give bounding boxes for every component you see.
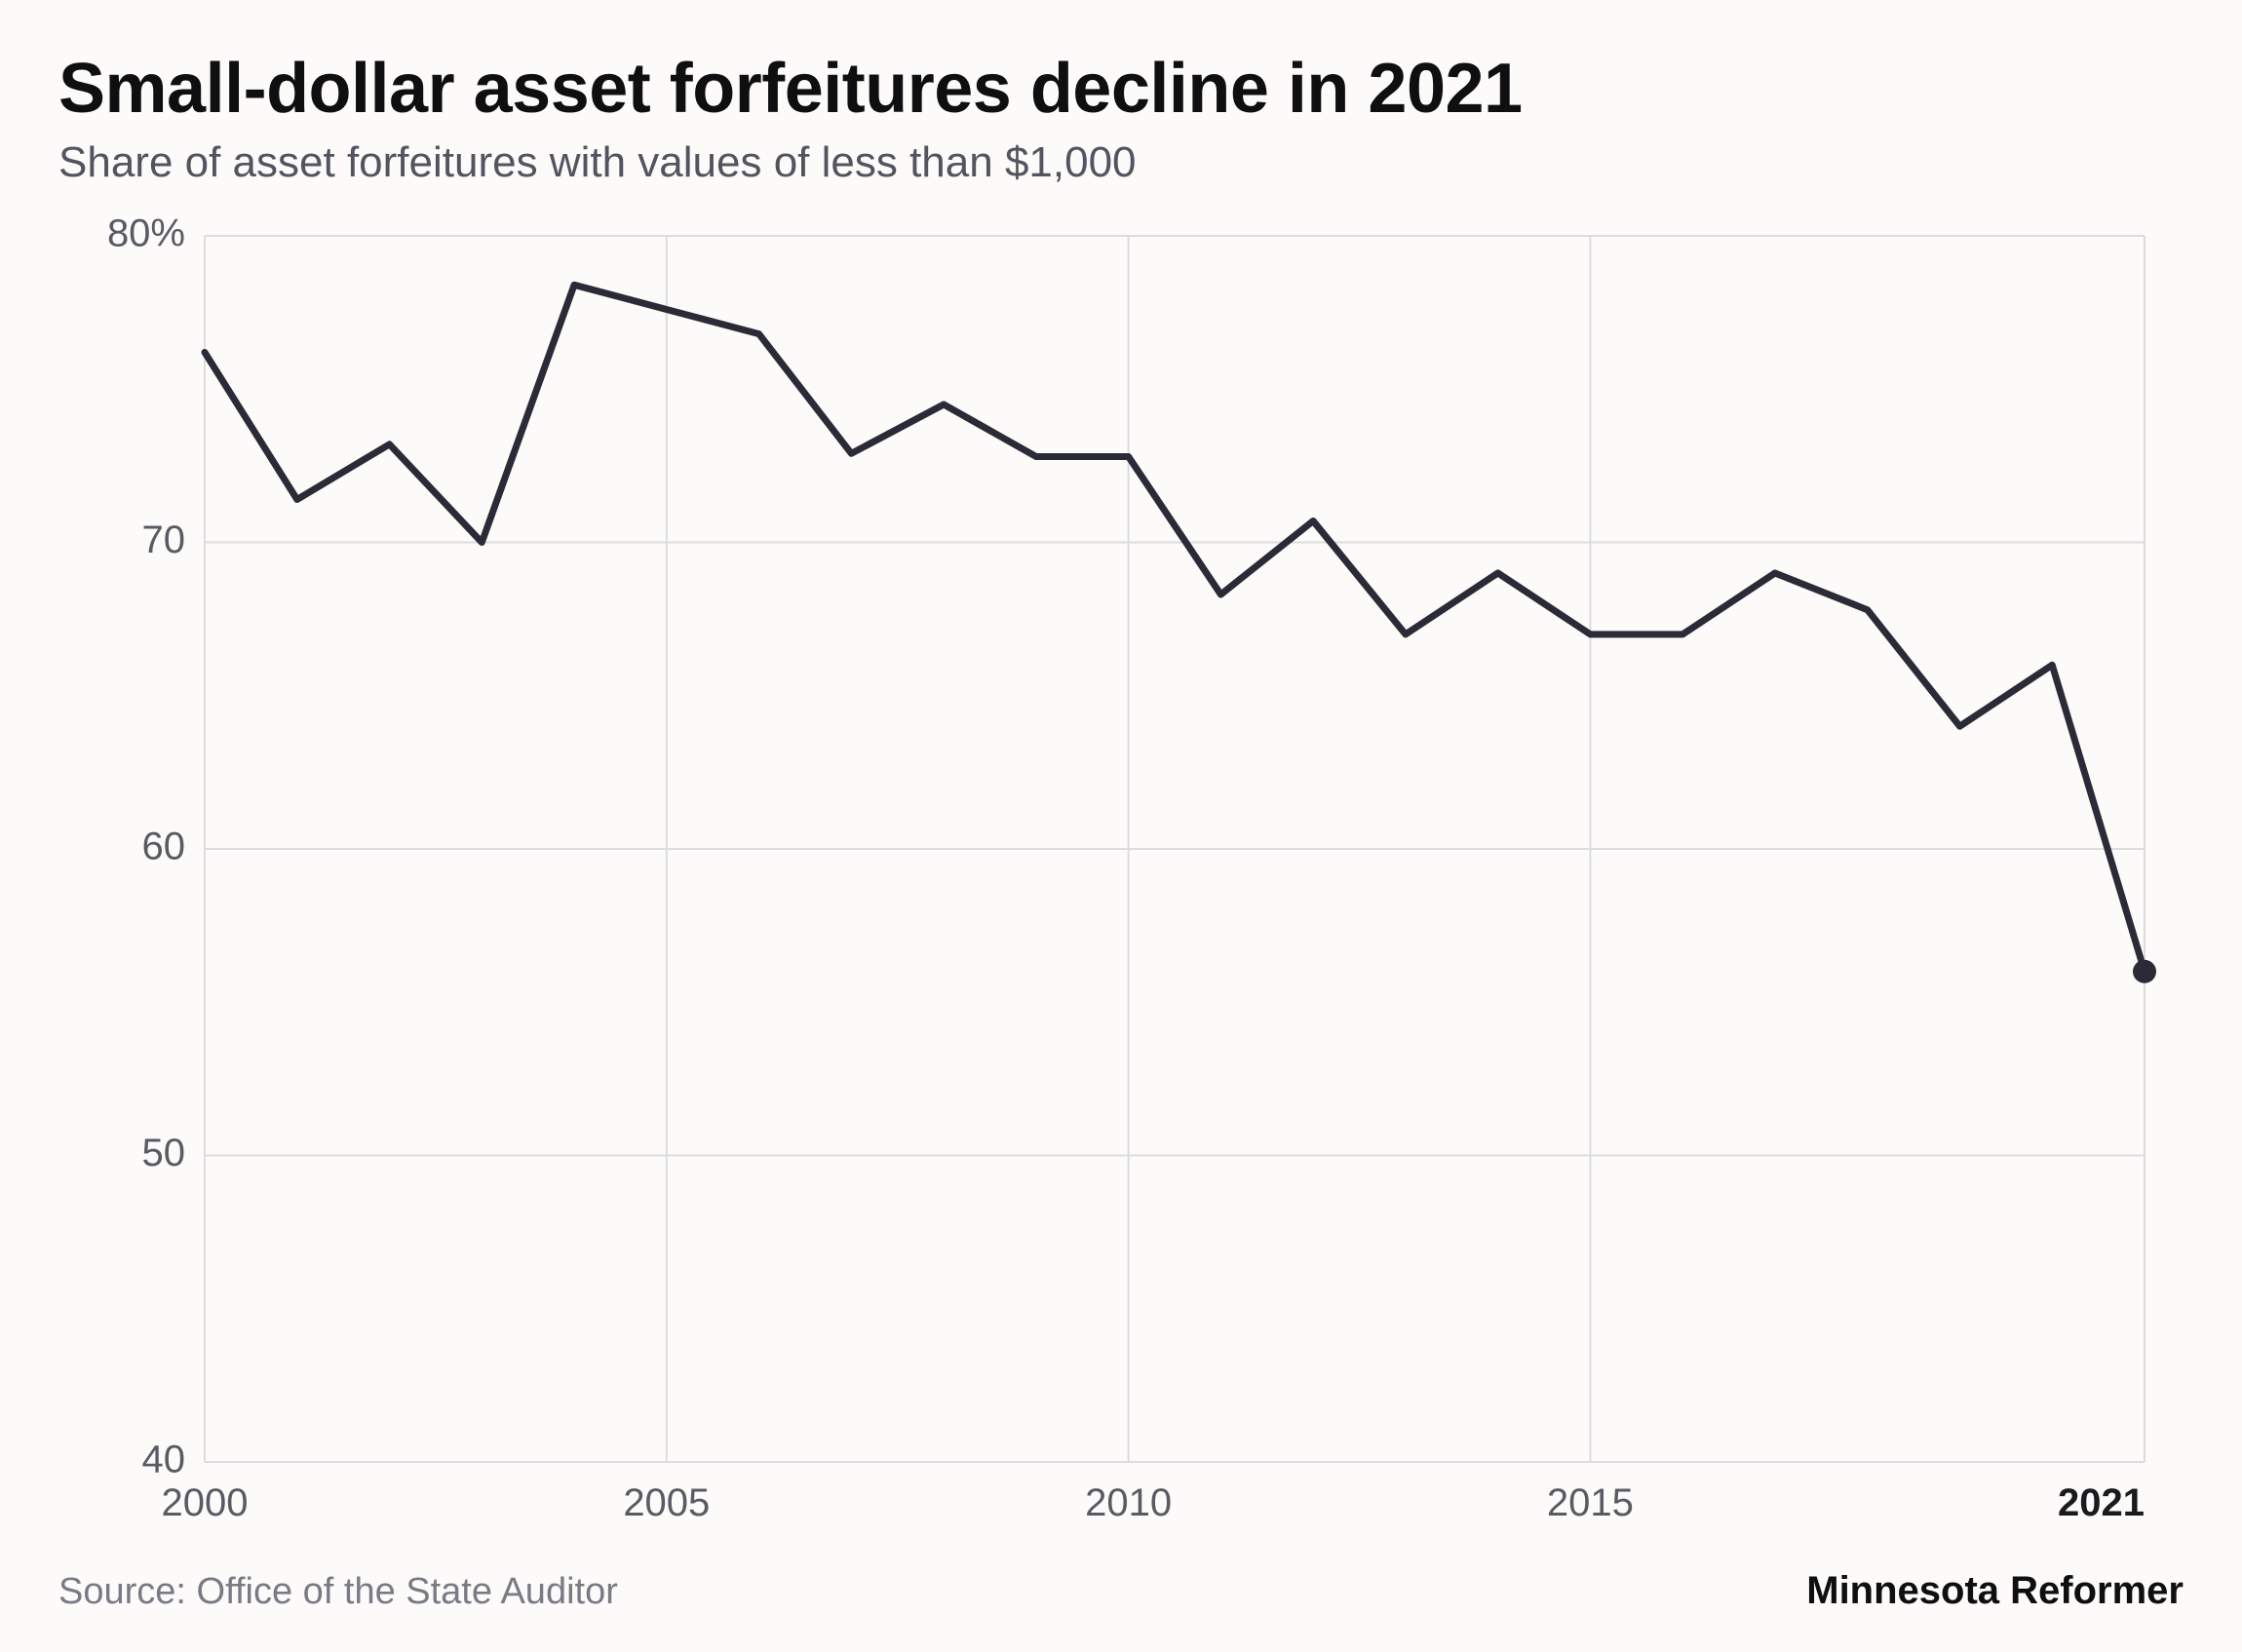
data-line xyxy=(205,285,2145,971)
y-axis-label: 40 xyxy=(142,1439,186,1481)
chart-footer: Source: Office of the State Auditor Minn… xyxy=(58,1569,2184,1613)
chart-card: Small-dollar asset forfeitures decline i… xyxy=(0,0,2242,1652)
chart-source: Source: Office of the State Auditor xyxy=(58,1571,618,1613)
y-axis-label: 70 xyxy=(142,519,186,561)
y-axis-label: 80% xyxy=(107,216,185,255)
chart-credit: Minnesota Reformer xyxy=(1806,1569,2184,1613)
chart-plot-area: 40 50 60 70 80% 2000 2005 2010 2015 2021 xyxy=(58,216,2184,1550)
line-chart-svg: 40 50 60 70 80% 2000 2005 2010 2015 2021 xyxy=(58,216,2184,1550)
x-axis-label: 2010 xyxy=(1085,1481,1172,1524)
end-marker xyxy=(2133,960,2156,983)
chart-title: Small-dollar asset forfeitures decline i… xyxy=(58,49,2184,129)
y-axis-label: 50 xyxy=(142,1132,186,1174)
x-axis-label: 2015 xyxy=(1547,1481,1634,1524)
y-axis-label: 60 xyxy=(142,826,186,868)
x-axis-label: 2005 xyxy=(623,1481,710,1524)
chart-subtitle: Share of asset forfeitures with values o… xyxy=(58,138,2184,187)
x-axis-label: 2021 xyxy=(2058,1481,2145,1524)
x-axis-label: 2000 xyxy=(162,1481,249,1524)
